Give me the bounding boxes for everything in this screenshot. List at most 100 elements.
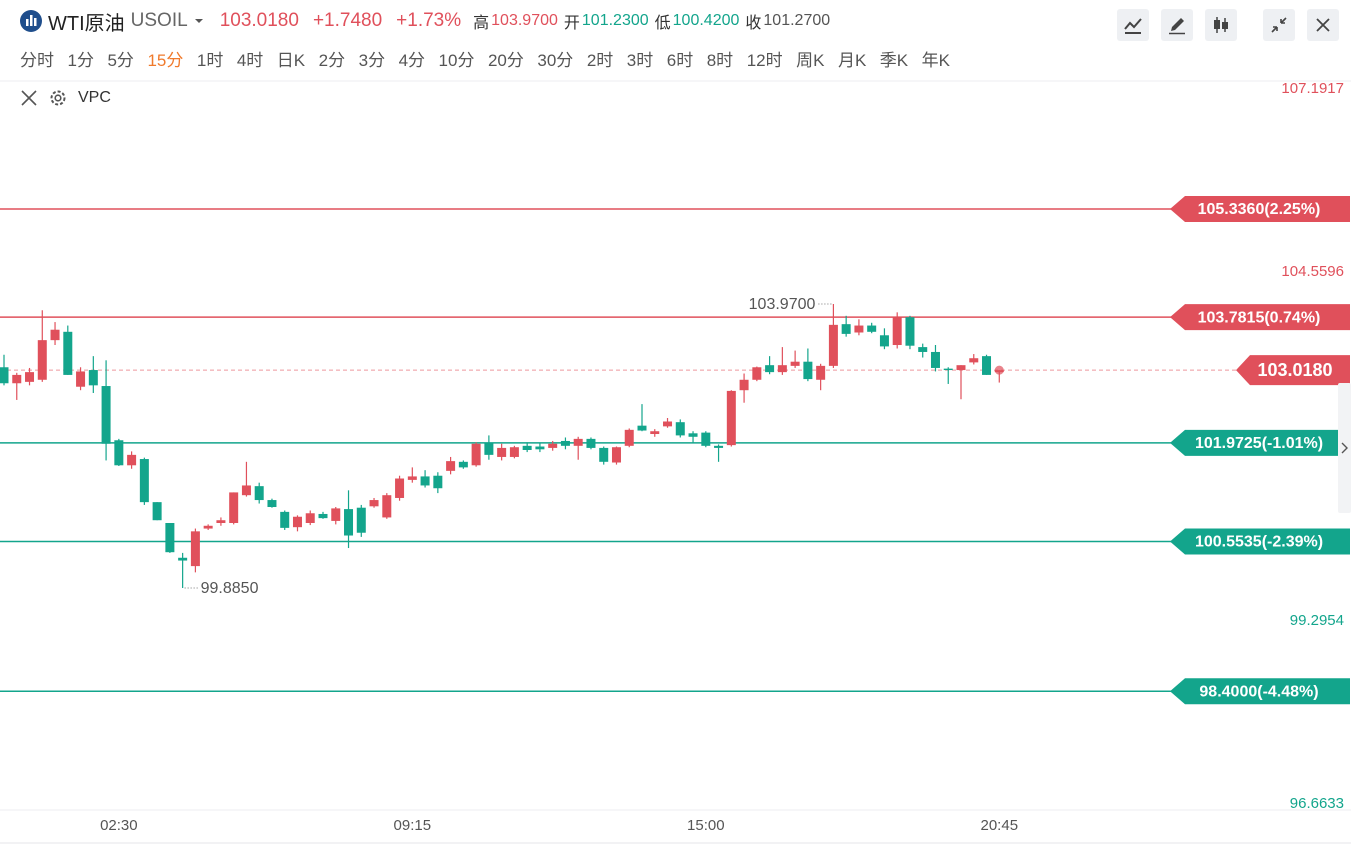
candle-body — [624, 429, 634, 446]
close-button[interactable] — [1307, 9, 1339, 41]
period-tab[interactable]: 月K — [837, 51, 867, 70]
chart-type-button[interactable] — [1205, 9, 1237, 41]
period-tab[interactable]: 5分 — [107, 51, 134, 70]
period-tab[interactable]: 4分 — [398, 51, 426, 70]
level-tag — [1170, 678, 1350, 705]
level-label: 100.5535(-2.39%) — [1195, 534, 1323, 551]
period-tab[interactable]: 2时 — [586, 51, 614, 70]
candle-body — [637, 425, 647, 431]
candle-body — [305, 513, 315, 524]
candle-body — [905, 317, 915, 346]
candle-body — [726, 390, 736, 446]
y-tick-label: 99.2954 — [1290, 612, 1344, 629]
dropdown-caret[interactable] — [192, 16, 206, 26]
candle-body — [803, 361, 813, 380]
candle-body — [76, 371, 86, 387]
y-tick-label: 107.1917 — [1281, 80, 1344, 97]
period-tab[interactable]: 6时 — [666, 51, 694, 70]
x-tick-label: 15:00 — [687, 817, 725, 834]
period-tab[interactable]: 4时 — [236, 51, 264, 70]
candle-body — [714, 445, 724, 448]
candle-body — [650, 431, 660, 435]
level-tag — [1170, 429, 1350, 456]
x-tick-label: 02:30 — [100, 817, 138, 834]
candle-body — [344, 509, 354, 536]
symbol-code[interactable]: USOIL — [130, 10, 188, 31]
period-tab[interactable]: 年K — [921, 51, 950, 70]
candle-body — [254, 486, 264, 501]
max-label: 103.9700 — [749, 296, 816, 313]
last-price-tag — [1236, 355, 1350, 386]
candle-body — [101, 386, 111, 444]
candle-body — [790, 361, 800, 366]
stat-value: 100.4200 — [672, 12, 740, 29]
remove-indicator[interactable] — [20, 89, 38, 107]
candle-body — [765, 365, 775, 373]
candle-body — [879, 335, 889, 347]
collapse-button[interactable] — [1263, 9, 1295, 41]
candle-body — [956, 365, 966, 371]
candle-body — [675, 422, 685, 436]
candle-body — [828, 324, 838, 366]
candle-body — [420, 476, 430, 486]
line-tool-button[interactable] — [1117, 9, 1149, 41]
period-tab[interactable]: 季K — [879, 51, 909, 70]
period-tab[interactable]: 周K — [796, 51, 825, 70]
period-tab[interactable]: 20分 — [487, 51, 524, 70]
candle-body — [535, 446, 545, 450]
level-label: 103.7815(0.74%) — [1198, 309, 1321, 326]
candle-body — [816, 365, 826, 380]
period-tab[interactable]: 3分 — [358, 51, 386, 70]
candle-body — [369, 500, 379, 507]
price-change: +1.7480 — [312, 10, 383, 31]
period-tab[interactable]: 8时 — [706, 51, 734, 70]
last-price: 103.0180 — [219, 10, 299, 31]
period-tab[interactable]: 10分 — [438, 51, 475, 70]
stat-value: 101.2700 — [763, 12, 831, 29]
candle-body — [433, 475, 443, 489]
level-tag — [1170, 304, 1350, 331]
stat-value: 101.2300 — [581, 12, 649, 29]
candle-body — [37, 340, 47, 380]
candle-body — [395, 478, 405, 498]
candle-body — [701, 432, 711, 446]
level-label: 98.4000(-4.48%) — [1199, 683, 1318, 700]
candle-body — [114, 440, 124, 466]
candle-body — [969, 358, 979, 363]
candle-body — [0, 367, 9, 384]
period-tabs: 分时 1分 5分 15分 1时 4时 日K 2分 3分 4分 10分 20分 30分 2时 3时 6时 8时 12… — [20, 46, 963, 71]
candle-body — [611, 447, 621, 463]
candle-body — [446, 461, 456, 471]
period-tab[interactable]: 30分 — [537, 51, 574, 70]
y-tick-label: 96.6633 — [1290, 795, 1344, 812]
period-tab[interactable]: 12时 — [746, 51, 783, 70]
candle-body — [573, 438, 583, 446]
stat-label: 开 — [563, 15, 580, 32]
period-tab[interactable]: 日K — [276, 51, 306, 70]
candle-body — [560, 440, 570, 446]
candle-body — [586, 438, 596, 448]
level-label: 105.3360(2.25%) — [1198, 201, 1321, 218]
candle-body — [841, 324, 851, 334]
scroll-handle[interactable] — [1338, 383, 1351, 513]
period-tab[interactable]: 15分 — [147, 51, 184, 70]
candle-body — [471, 443, 481, 466]
draw-button[interactable] — [1161, 9, 1193, 41]
period-tab[interactable]: 1分 — [67, 51, 94, 70]
indicator-settings[interactable] — [48, 88, 68, 108]
candle-body — [165, 523, 175, 553]
candle-body — [280, 511, 290, 528]
x-tick-label: 09:15 — [394, 817, 432, 834]
indicator-name: VPC — [78, 89, 111, 106]
period-tab[interactable]: 分时 — [20, 51, 54, 70]
period-tab[interactable]: 2分 — [318, 51, 346, 70]
candle-body — [458, 461, 468, 468]
stat-label: 收 — [745, 15, 762, 32]
level-tag — [1170, 196, 1350, 223]
period-tab[interactable]: 1时 — [196, 51, 224, 70]
period-tab[interactable]: 3时 — [626, 51, 654, 70]
symbol-name: WTI原油 — [48, 12, 125, 35]
candle-body — [229, 492, 239, 524]
candle-body — [663, 421, 673, 427]
